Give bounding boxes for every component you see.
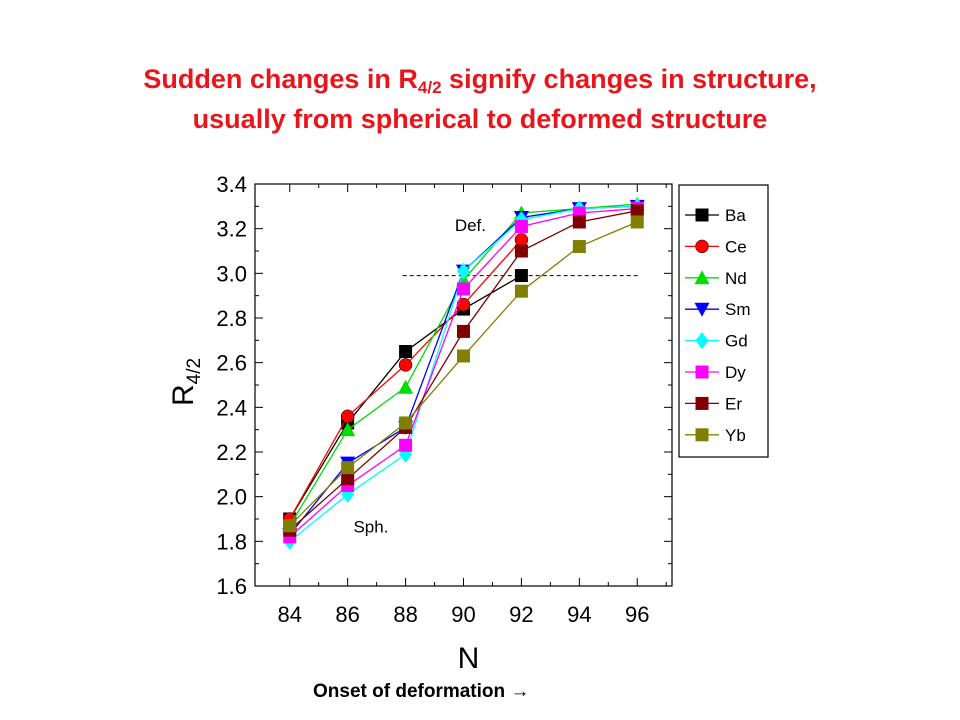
series-er [283,204,644,537]
data-point-yb [572,240,586,254]
y-tick-label: 1.6 [216,574,247,599]
y-tick-label: 2.0 [216,485,247,510]
arrow-right-icon: → [510,681,530,702]
legend-label: Er [725,394,742,413]
legend-item-ba: Ba [685,206,746,225]
y-tick-label: 3.2 [216,217,247,242]
title-text-post: signify changes in structure, [441,64,817,94]
data-point-yb [399,416,413,430]
legend-label: Ba [725,206,746,225]
legend-marker [694,270,710,285]
data-point-yb [630,215,644,229]
data-point-er [514,244,528,258]
x-tick-label: 96 [625,602,649,627]
y-tick-label: 2.4 [216,395,247,420]
x-tick-label: 90 [451,602,475,627]
legend-item-gd: Gd [685,332,748,351]
series-nd [282,196,645,533]
title-subscript: 4/2 [417,78,442,97]
y-tick-label: 1.8 [216,529,247,554]
legend-item-dy: Dy [685,363,746,382]
plot-frame [254,183,673,587]
legend-label: Sm [725,300,751,319]
data-point-dy [514,219,528,233]
data-point-ce [340,409,355,424]
data-point-gd [457,262,470,280]
data-point-nd [398,379,414,394]
data-point-yb [457,349,470,363]
y-tick-label: 3.4 [216,172,247,197]
slide-title-line1: Sudden changes in R4/2 signify changes i… [0,64,960,98]
data-point-ba [514,269,528,283]
data-point-dy [399,438,413,452]
legend-item-er: Er [685,394,742,413]
data-point-er [572,215,586,229]
legend-marker [694,302,710,317]
x-tick-label: 94 [567,602,591,627]
legend-label: Dy [725,363,746,382]
legend-box [678,184,769,458]
y-axis-label: R4/2 [167,358,205,406]
data-point-ce [514,233,529,247]
legend-item-nd: Nd [685,269,747,288]
x-tick-label: 84 [278,602,302,627]
series-dy [283,202,644,544]
data-point-er [630,204,644,218]
data-point-er [457,324,470,338]
data-point-yb [341,461,355,475]
legend-marker [695,365,709,379]
legend-marker [695,239,709,254]
x-tick-label: 88 [393,602,417,627]
data-point-ce [398,358,413,372]
series-ce [283,233,529,526]
legend-label: Nd [725,269,747,288]
legend-marker [695,428,709,442]
series-yb [283,215,644,533]
data-point-yb [283,519,297,533]
legend-marker [695,332,709,350]
data-point-yb [514,284,528,298]
y-tick-label: 2.2 [216,440,247,465]
x-axis-label: N [458,642,480,675]
footer-text: Onset of deformation [313,681,506,702]
legend-label: Ce [725,237,747,256]
x-tick-label: 92 [509,602,533,627]
footer-caption: Onset of deformation → [313,681,529,703]
slide-title-line2: usually from spherical to deformed struc… [192,104,768,134]
y-tick-label: 2.8 [216,306,247,331]
legend: Ba Ce Nd Sm Gd Dy Er Yb [678,184,769,458]
series-ba [283,269,528,526]
data-point-er [341,472,355,486]
legend-marker [695,208,709,222]
legend-item-ce: Ce [685,237,747,256]
x-tick-label: 86 [335,602,359,627]
legend-item-yb: Yb [685,426,746,445]
series-line-ce [289,239,522,520]
legend-item-sm: Sm [685,300,751,319]
data-point-ce [456,297,471,312]
series-gd [283,197,644,550]
data-point-dy [457,282,470,296]
legend-label: Gd [725,332,748,351]
annotation-label: Sph. [353,517,388,536]
axes: 1.6 1.8 2.0 2.2 2.4 2.6 2.8 3.0 3.2 3.4 84 86 88 90 92… [167,172,673,675]
legend-label: Yb [725,426,746,445]
y-tick-label: 2.6 [216,351,247,376]
series-sm [282,199,645,543]
plot-area: Def. Sph. [353,216,641,536]
annotation-label: Def. [455,216,486,235]
data-point-ba [399,345,413,358]
data-point-nd [340,422,356,437]
title-text-pre: Sudden changes in R [143,64,418,94]
series-line-ba [289,275,522,520]
legend-marker [695,396,709,410]
series-group [282,196,645,550]
y-tick-label: 3.0 [216,261,247,286]
